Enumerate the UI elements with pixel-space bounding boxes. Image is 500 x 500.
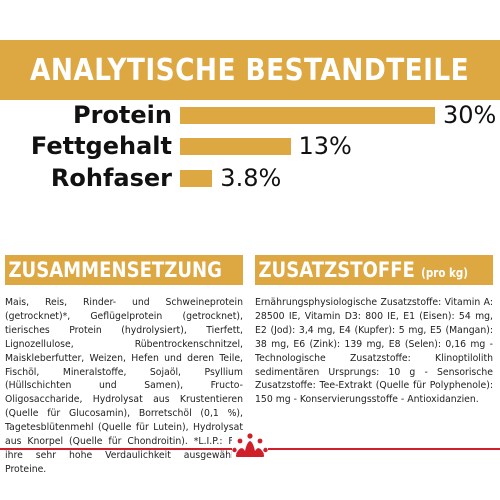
additives-subtitle: (pro kg) [421,266,469,280]
composition-header: ZUSAMMENSETZUNG [5,255,243,285]
bar-row: Protein 30% [0,100,500,130]
bar-row: Fettgehalt 13% [0,131,500,161]
value-label: 30% [443,101,497,129]
bar [180,138,291,155]
additives-title-wrap: ZUSATZSTOFFE (pro kg) [255,258,468,282]
category-label: Rohfaser [50,164,172,192]
category-label: Protein [73,101,172,129]
composition-text: Mais, Reis, Rinder- und Schweineprotein … [5,297,243,475]
logo [232,430,268,462]
composition-title: ZUSAMMENSETZUNG [8,258,222,282]
value-label: 3.8% [220,164,282,192]
bar [180,107,435,124]
value-label: 13% [298,132,352,160]
bar [180,170,213,187]
additives-text: Ernährungsphysiologische Zusatzstoffe: V… [255,297,493,406]
crown-icon [232,433,268,457]
additives-title: ZUSATZSTOFFE [258,258,415,282]
bar-row: Rohfaser 3.8% [0,163,500,193]
category-label: Fettgehalt [30,132,172,160]
page-title: ANALYTISCHE BESTANDTEILE [30,52,470,88]
additives-header: ZUSATZSTOFFE (pro kg) [255,255,493,285]
title-banner: ANALYTISCHE BESTANDTEILE [0,40,500,100]
